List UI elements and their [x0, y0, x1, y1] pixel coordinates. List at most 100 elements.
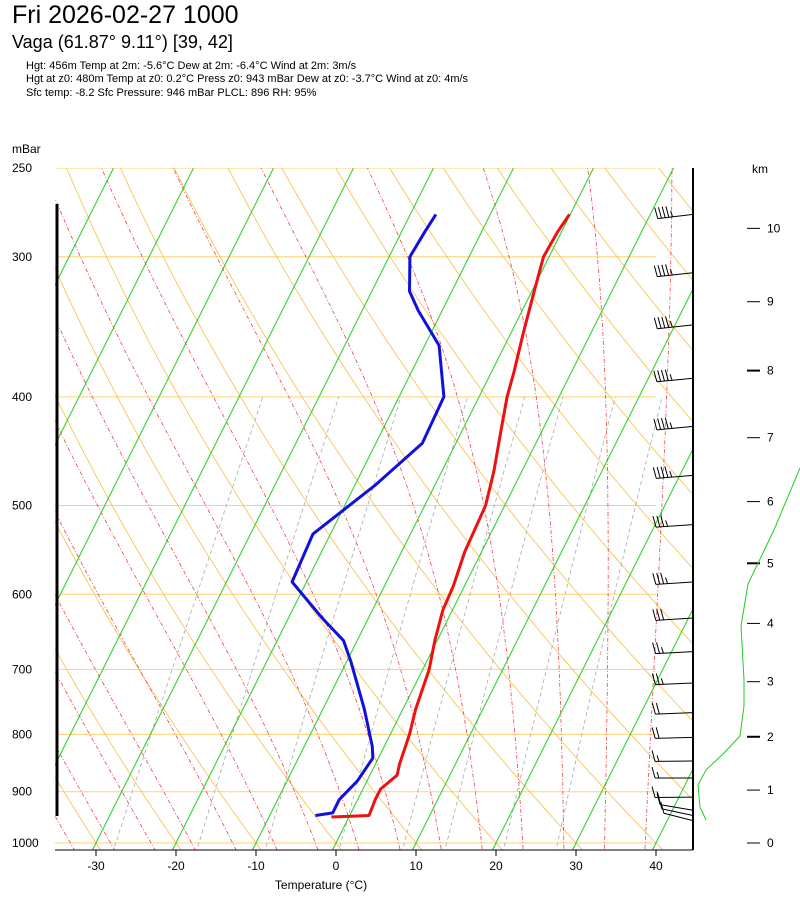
- height-tick-label: 1: [767, 783, 774, 797]
- wind-barb-feather: [664, 417, 669, 429]
- wind-barb-half-feather: [656, 755, 660, 762]
- dry-adiabat: [55, 394, 343, 850]
- height-tick-label: 7: [767, 431, 774, 445]
- height-tick-label: 3: [767, 675, 774, 689]
- wind-barb-staff: [657, 272, 694, 278]
- wind-barb-staff: [656, 425, 694, 431]
- wind-barb-feather: [657, 370, 662, 382]
- wind-barb-feather: [652, 573, 657, 585]
- moist-adiabat: [55, 510, 237, 850]
- wind-barb-half-feather: [669, 470, 673, 478]
- y-axis-label: mBar: [12, 142, 41, 156]
- height-axis-label: km: [752, 162, 768, 176]
- wind-barb-feather: [665, 316, 670, 328]
- pressure-tick-label: 250: [12, 161, 32, 175]
- height-tick-label: 5: [767, 556, 774, 570]
- wind-barb-half-feather: [669, 268, 673, 276]
- wind-barb-feather: [660, 418, 665, 430]
- wind-barb-feather: [653, 418, 658, 431]
- isotherm: [571, 607, 693, 850]
- mixing-ratio-line: [196, 396, 340, 850]
- humidity-profile: [697, 467, 800, 821]
- isotherm: [55, 168, 275, 607]
- wind-barb-staff: [655, 682, 694, 686]
- wind-barb-feather: [656, 793, 661, 805]
- mixing-ratio-line: [503, 396, 616, 850]
- wind-barb-half-feather: [670, 210, 674, 218]
- isotherm: [411, 287, 693, 850]
- dry-adiabat: [496, 168, 693, 423]
- wind-barb-feather: [661, 316, 666, 329]
- wind-barb-feather: [652, 609, 657, 621]
- height-tick-label: 4: [767, 616, 774, 630]
- wind-barb-feather: [656, 642, 660, 654]
- x-tick-label: 20: [489, 859, 503, 873]
- pressure-tick-label: 600: [12, 587, 32, 601]
- isotherm: [91, 168, 435, 850]
- wind-barb-feather: [664, 369, 669, 381]
- pressure-tick-label: 1000: [12, 836, 39, 850]
- pressure-tick-label: 500: [12, 499, 32, 513]
- wind-barb-feather: [657, 317, 662, 329]
- wind-barb-feather: [657, 207, 662, 219]
- wind-barb-feather: [651, 703, 656, 715]
- dry-adiabat: [173, 168, 664, 850]
- wind-barb-feather: [661, 206, 666, 218]
- isotherm: [491, 447, 693, 850]
- x-tick-label: 30: [569, 859, 583, 873]
- location-subtitle: Vaga (61.87° 9.11°) [39, 42]: [12, 32, 233, 52]
- isotherm: [0, 127, 54, 866]
- sounding-profiles: [290, 213, 571, 819]
- humidity-line: [697, 467, 800, 821]
- info-line-z0: Hgt at z0: 480m Temp at z0: 0.2°C Press …: [26, 73, 469, 85]
- mixing-ratio-line: [555, 396, 663, 850]
- wind-barb-feather: [655, 727, 660, 739]
- isotherm: [331, 168, 675, 850]
- wind-barb-feather: [652, 516, 657, 528]
- mixing-ratio-line: [444, 396, 564, 850]
- dry-adiabat: [55, 776, 101, 850]
- dry-adiabat: [0, 127, 30, 866]
- height-tick-label: 9: [767, 295, 774, 309]
- moist-adiabat: [644, 168, 673, 850]
- info-line-surface: Sfc temp: -8.2 Sfc Pressure: 946 mBar PL…: [26, 87, 317, 99]
- chart-title: Fri 2026-02-27 1000: [12, 1, 239, 29]
- dry-adiabats: [0, 127, 800, 866]
- temperature-ticks: -30 -20 -10 0 10 20 30 40: [87, 850, 663, 873]
- wind-barb-feather: [653, 265, 658, 277]
- wind-barb-staff: [655, 736, 694, 739]
- x-tick-label: 10: [409, 859, 423, 873]
- wind-barb-feather: [651, 766, 656, 779]
- wind-barb-staff: [661, 808, 694, 816]
- pressure-tick-label: 900: [12, 785, 32, 799]
- wind-barb-staff: [657, 213, 694, 220]
- wind-barb-staff: [655, 581, 694, 585]
- wind-barb-feather: [655, 702, 660, 715]
- dry-adiabat: [681, 127, 800, 866]
- isotherm: [251, 168, 595, 850]
- dewpoint-line: [290, 213, 446, 817]
- isotherm: [55, 168, 195, 447]
- dry-adiabat: [55, 521, 262, 850]
- wind-barb-feather: [651, 727, 656, 739]
- x-tick-label: -20: [167, 859, 185, 873]
- wind-barb-staff: [657, 324, 694, 330]
- mixing-ratio-line: [113, 396, 264, 850]
- wind-barb-half-feather: [669, 320, 673, 328]
- wind-barb-feather: [651, 750, 656, 762]
- wind-barb-half-feather: [665, 577, 669, 584]
- wind-barb-staff: [656, 474, 694, 479]
- dry-adiabat: [55, 648, 182, 850]
- wind-barb-feather: [665, 206, 670, 218]
- moist-adiabat: [55, 419, 278, 850]
- height-tick-label: 0: [767, 836, 774, 850]
- isotherm: [651, 767, 693, 850]
- pressure-tick-label: 800: [12, 727, 32, 741]
- dry-adiabat: [55, 267, 423, 850]
- wind-barb-feather: [660, 515, 665, 527]
- wind-barb-half-feather: [656, 791, 660, 798]
- wind-barb-feather: [664, 466, 669, 478]
- moist-adiabat: [482, 168, 565, 850]
- mixing-ratio-line: [402, 396, 526, 850]
- wind-barb-half-feather: [656, 771, 660, 779]
